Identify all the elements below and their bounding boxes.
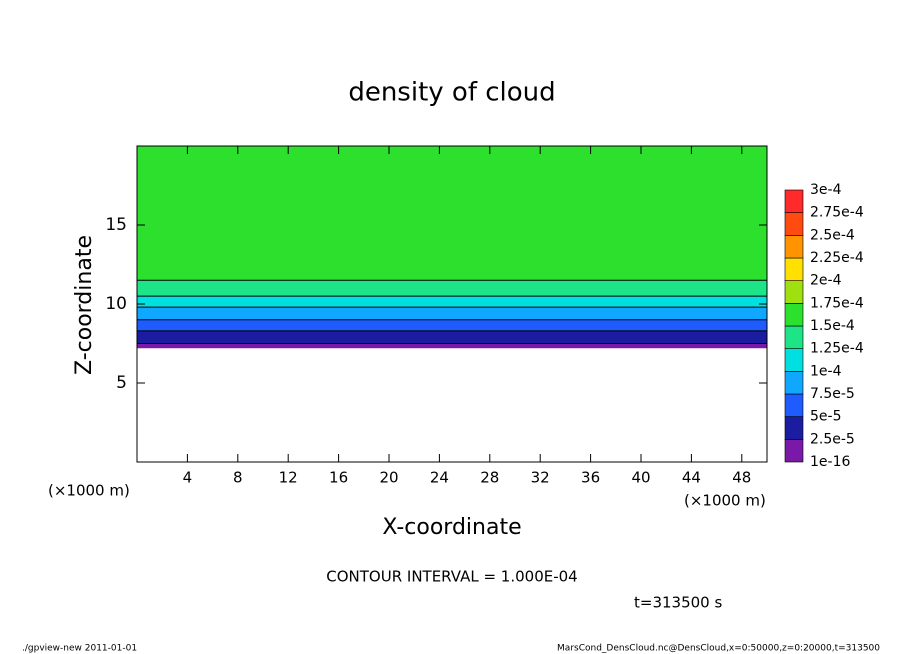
colorbar-swatch	[784, 257, 804, 281]
y-tick-label: 15	[105, 215, 127, 235]
density-band	[137, 146, 767, 281]
colorbar-swatch	[784, 371, 804, 395]
contour-interval: CONTOUR INTERVAL = 1.000E-04	[326, 568, 577, 586]
density-band	[137, 296, 767, 308]
x-tick-label: 44	[682, 469, 701, 487]
colorbar-label: 2.25e-4	[810, 250, 864, 266]
colorbar-swatch	[784, 325, 804, 349]
colorbar-swatch	[784, 439, 804, 463]
colorbar-label: 3e-4	[810, 182, 842, 198]
colorbar-swatch	[784, 416, 804, 440]
y-axis-label: Z-coordinate	[72, 235, 97, 375]
colorbar-label: 1e-4	[810, 363, 842, 379]
x-tick-label: 24	[430, 469, 449, 487]
density-band	[137, 319, 767, 331]
colorbar-label: 2.75e-4	[810, 205, 864, 221]
density-band	[137, 307, 767, 320]
x-unit-label: (×1000 m)	[684, 492, 766, 510]
x-tick-label: 28	[480, 469, 499, 487]
colorbar-label: 1.5e-4	[810, 318, 855, 334]
colorbar-label: 1.25e-4	[810, 341, 864, 357]
colorbar-swatch	[784, 189, 804, 213]
colorbar-label: 7.5e-5	[810, 386, 855, 402]
colorbar-swatch	[784, 235, 804, 259]
x-tick-label: 48	[732, 469, 751, 487]
x-tick-label: 36	[581, 469, 600, 487]
footer: MarsCond_DensCloud.nc@DensCloud,x=0:5000…	[557, 644, 880, 654]
x-tick-label: 8	[233, 469, 243, 487]
x-tick-label: 4	[183, 469, 193, 487]
colorbar-label: 1.75e-4	[810, 295, 864, 311]
density-band	[137, 280, 767, 297]
density-band	[137, 343, 767, 349]
y-tick-label: 5	[116, 373, 127, 393]
x-tick-label: 20	[379, 469, 398, 487]
colorbar-swatch	[784, 280, 804, 304]
x-tick-label: 40	[631, 469, 650, 487]
colorbar-label: 5e-5	[810, 409, 841, 425]
colorbar-label: 1e-16	[810, 454, 850, 470]
x-unit-label: (×1000 m)	[48, 482, 130, 500]
colorbar-label: 2e-4	[810, 273, 842, 289]
colorbar-label: 2.5e-5	[810, 431, 855, 447]
colorbar-swatch	[784, 212, 804, 236]
x-tick-label: 32	[531, 469, 550, 487]
colorbar-label: 2.5e-4	[810, 227, 855, 243]
y-tick-label: 10	[105, 294, 127, 314]
chart-title: density of cloud	[348, 78, 555, 108]
footer: ./gpview-new 2011-01-01	[22, 644, 137, 654]
x-tick-label: 12	[279, 469, 298, 487]
x-tick-label: 16	[329, 469, 348, 487]
colorbar-swatch	[784, 393, 804, 417]
x-axis-label: X-coordinate	[382, 515, 521, 540]
colorbar-swatch	[784, 303, 804, 327]
colorbar-swatch	[784, 348, 804, 372]
time-label: t=313500 s	[634, 594, 722, 612]
density-band	[137, 330, 767, 344]
